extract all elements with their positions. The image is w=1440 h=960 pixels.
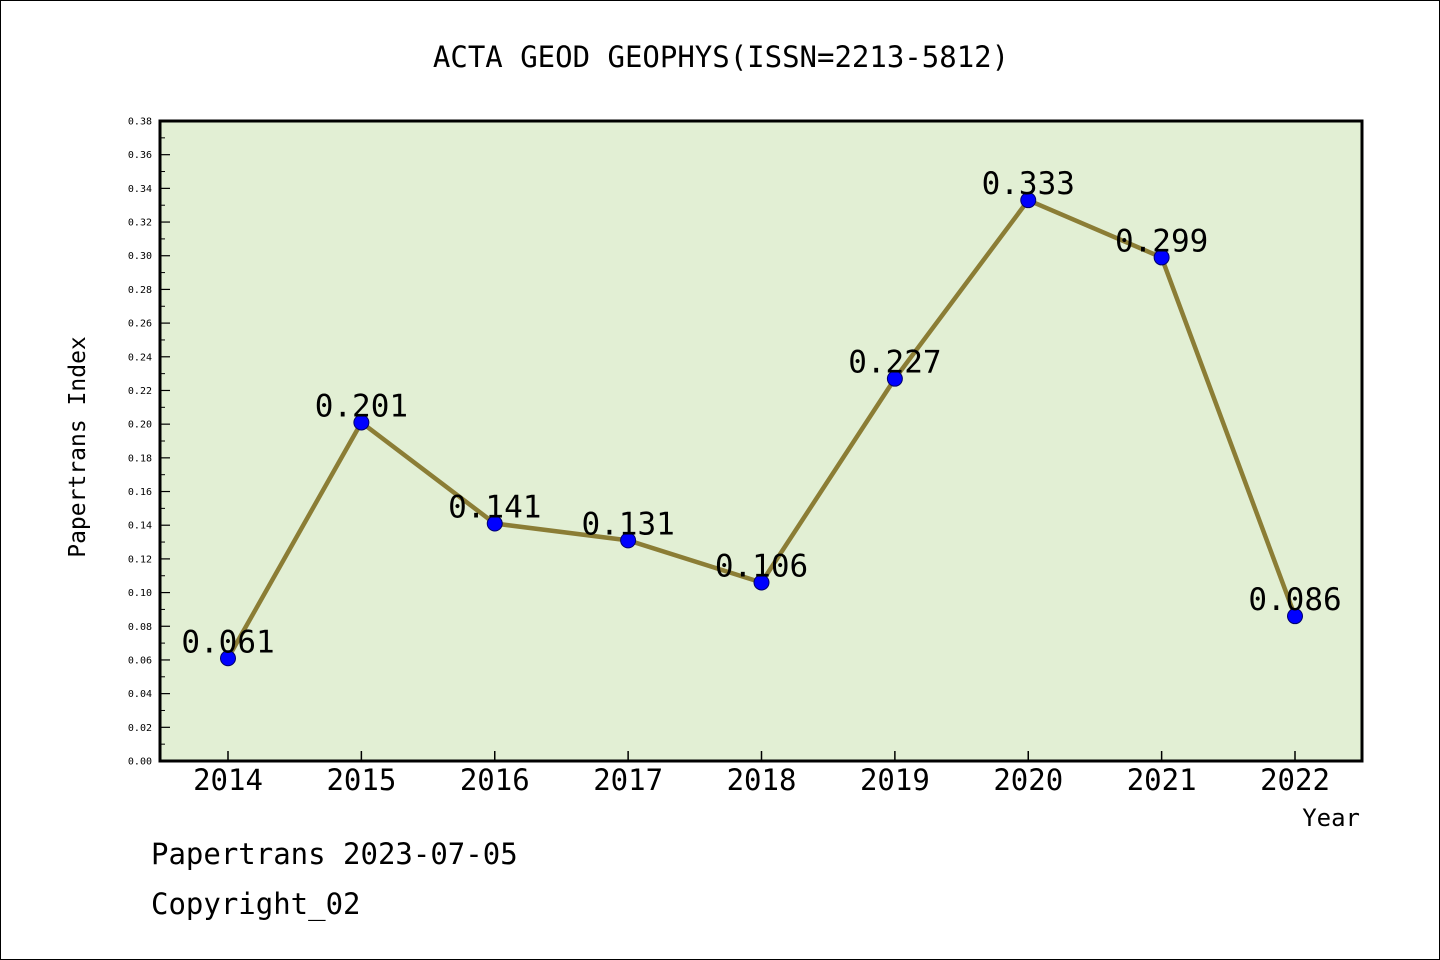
data-point <box>886 370 903 387</box>
data-label: 0.106 <box>715 548 808 584</box>
x-tick-label: 2022 <box>1260 763 1330 797</box>
y-axis-ticks: 0.00 0.02 0.04 0.06 0.08 0.10 0.12 0.14 0.16 0.18… <box>128 117 170 768</box>
data-label: 0.141 <box>448 490 541 526</box>
data-label: 0.299 <box>1115 223 1208 259</box>
data-label: 0.061 <box>181 624 274 660</box>
y-tick-label: 0.24 <box>128 352 152 363</box>
y-tick-label: 0.06 <box>128 655 152 666</box>
y-tick-label: 0.20 <box>128 420 152 431</box>
data-point <box>1153 249 1170 266</box>
data-point <box>353 414 370 431</box>
x-axis-ticks: 2014 2015 2016 2017 2018 2019 2020 2021 2022 <box>193 751 1330 797</box>
x-tick-label: 2014 <box>193 763 263 797</box>
data-label: 0.227 <box>848 345 941 381</box>
x-tick-label: 2020 <box>993 763 1063 797</box>
data-label: 0.333 <box>982 166 1075 202</box>
y-tick-label: 0.36 <box>128 150 152 161</box>
chart-title: ACTA GEOD GEOPHYS(ISSN=2213-5812) <box>433 40 1009 74</box>
data-point <box>620 532 637 549</box>
y-tick-label: 0.28 <box>128 285 152 296</box>
x-tick-label: 2021 <box>1127 763 1197 797</box>
data-labels: 0.061 0.201 0.141 0.131 0.106 0.227 0.333 0.299… <box>181 166 1341 660</box>
x-tick-label: 2016 <box>460 763 530 797</box>
y-tick-label: 0.16 <box>128 487 152 498</box>
y-tick-label: 0.18 <box>128 453 152 464</box>
y-tick-label: 0.00 <box>128 757 152 768</box>
y-tick-label: 0.14 <box>128 521 152 532</box>
data-point <box>486 515 503 532</box>
copyright-text: Copyright_02 <box>151 887 361 921</box>
y-tick-label: 0.26 <box>128 319 152 330</box>
y-tick-label: 0.22 <box>128 386 152 397</box>
y-tick-label: 0.04 <box>128 689 152 700</box>
x-tick-label: 2015 <box>326 763 396 797</box>
data-label: 0.086 <box>1248 582 1341 618</box>
y-tick-label: 0.08 <box>128 622 152 633</box>
y-axis-label: Papertrans Index <box>65 336 91 558</box>
plot-border <box>158 119 1364 763</box>
x-tick-label: 2018 <box>727 763 797 797</box>
x-axis-label: Year <box>1302 804 1360 832</box>
data-point <box>1287 608 1303 625</box>
y-tick-label: 0.12 <box>128 554 152 565</box>
series-markers <box>220 192 1303 667</box>
data-label: 0.201 <box>315 388 408 424</box>
y-tick-label: 0.10 <box>128 588 152 599</box>
x-tick-label: 2017 <box>593 763 663 797</box>
data-point <box>753 574 770 591</box>
x-tick-label: 2019 <box>860 763 930 797</box>
data-label: 0.131 <box>581 506 674 542</box>
y-tick-label: 0.34 <box>128 184 152 195</box>
data-point <box>220 650 236 667</box>
y-tick-label: 0.02 <box>128 723 152 734</box>
y-tick-label: 0.30 <box>128 251 152 262</box>
y-tick-label: 0.38 <box>128 117 152 128</box>
plot-area <box>160 121 1362 761</box>
data-point <box>1020 192 1037 209</box>
source-date-text: Papertrans 2023-07-05 <box>151 837 518 871</box>
y-tick-label: 0.32 <box>128 218 152 229</box>
